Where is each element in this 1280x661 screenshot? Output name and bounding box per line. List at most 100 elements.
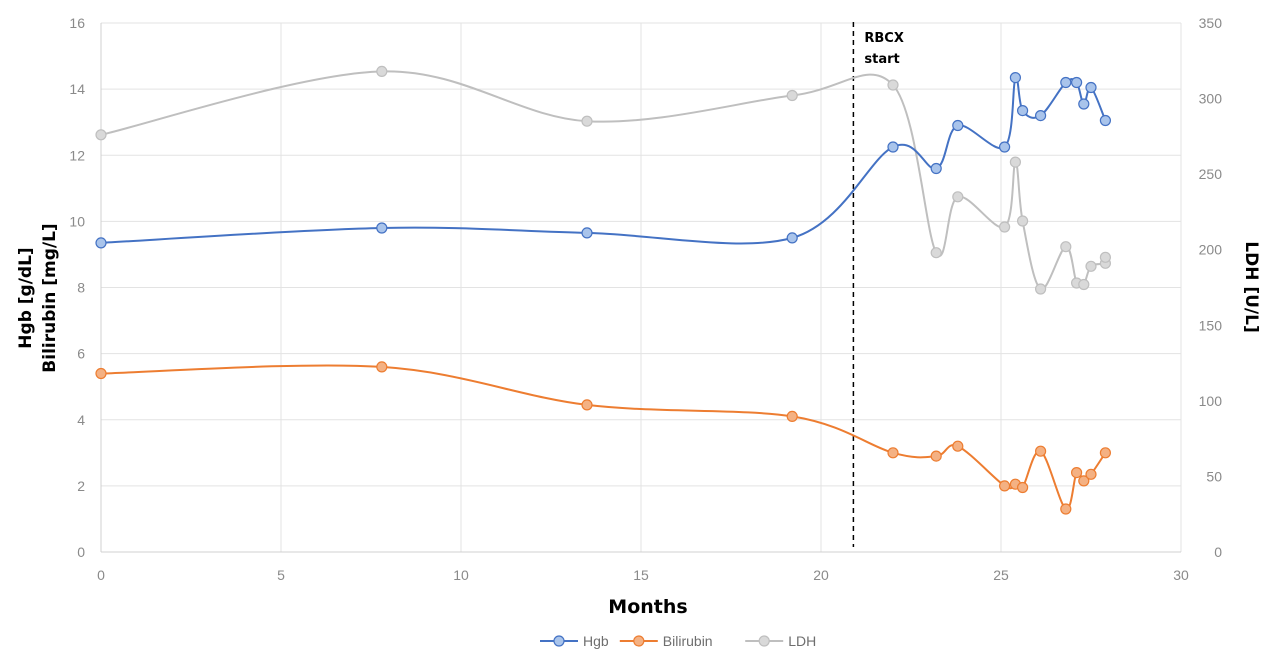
data-point-ldh [1099, 251, 1112, 263]
data-point-hgb [1078, 98, 1090, 110]
data-point-bilirubin [95, 367, 107, 380]
x-tick-label: 25 [993, 567, 1009, 583]
series-ldh [95, 65, 1112, 295]
x-tick-label: 5 [277, 567, 285, 583]
left-y-tick-label: 0 [77, 544, 85, 560]
legend-label-bilirubin: Bilirubin [663, 633, 713, 649]
data-point-ldh [952, 191, 964, 203]
left-y-tick-label: 4 [77, 412, 85, 428]
left-y-tick-labels: 0 2 4 6 8 10 12 14 16 [69, 15, 85, 560]
data-point-ldh [887, 79, 899, 91]
data-point-bilirubin [376, 361, 388, 373]
data-point-ldh [376, 65, 388, 78]
x-axis-title: Months [608, 596, 687, 618]
x-tick-labels: 0 5 10 15 20 25 30 [97, 567, 1189, 583]
legend-swatch-marker [553, 635, 565, 647]
data-point-ldh [1085, 260, 1097, 272]
data-point-bilirubin [998, 480, 1011, 492]
left-y-tick-label: 2 [77, 478, 85, 494]
data-point-ldh [1060, 241, 1072, 253]
data-point-hgb [1070, 76, 1083, 89]
data-point-hgb [998, 141, 1011, 153]
data-point-bilirubin [1085, 468, 1097, 480]
data-point-hgb [1085, 81, 1097, 94]
data-point-hgb [376, 222, 388, 234]
grid-lines [101, 22, 1182, 552]
right-y-axis-title: LDH [U/L] [1241, 241, 1261, 332]
left-y-tick-label: 14 [69, 81, 85, 97]
data-point-bilirubin [1060, 503, 1072, 515]
series-layer [95, 65, 1112, 515]
left-y-axis-title-hgb: Hgb [g/dL] [16, 247, 36, 348]
data-point-hgb [930, 162, 942, 175]
right-y-tick-label: 300 [1199, 91, 1223, 107]
left-y-tick-label: 6 [77, 346, 85, 362]
data-point-ldh [95, 129, 107, 141]
rbcx-label-line2: start [864, 52, 899, 67]
data-point-bilirubin [786, 410, 798, 422]
legend-item-bilirubin: Bilirubin [619, 633, 713, 649]
data-point-hgb [1034, 109, 1047, 122]
data-point-ldh [1034, 283, 1047, 295]
x-tick-label: 10 [453, 567, 469, 583]
left-y-axis-title: Hgb [g/dL] Bilirubin [mg/L] [16, 223, 60, 372]
right-y-tick-label: 350 [1199, 15, 1223, 31]
data-point-bilirubin [930, 450, 942, 462]
data-point-ldh [786, 89, 798, 102]
x-tick-label: 0 [97, 567, 105, 583]
series-bilirubin [95, 361, 1112, 515]
data-point-bilirubin [1099, 447, 1112, 459]
series-line-ldh [100, 70, 1108, 291]
right-y-tick-label: 50 [1206, 468, 1222, 484]
data-point-bilirubin [887, 447, 899, 459]
series-line-hgb [100, 76, 1107, 245]
legend-item-ldh: LDH [745, 633, 816, 649]
rbcx-label-line1: RBCX [864, 31, 903, 46]
data-point-hgb [1099, 114, 1112, 127]
data-point-bilirubin [581, 399, 593, 411]
left-y-tick-label: 8 [77, 280, 85, 296]
series-line-bilirubin [100, 364, 1107, 511]
right-y-tick-label: 0 [1214, 544, 1222, 560]
left-y-axis-title-bilirubin: Bilirubin [mg/L] [40, 223, 60, 372]
legend-swatch-marker [758, 635, 770, 647]
series-hgb [95, 71, 1112, 249]
data-point-hgb [887, 141, 899, 153]
data-point-hgb [95, 237, 107, 249]
axes [100, 23, 1181, 553]
data-point-hgb [952, 119, 964, 132]
legend-swatch-marker [633, 635, 645, 647]
right-y-axis-title-ldh: LDH [U/L] [1241, 241, 1261, 332]
left-y-tick-label: 16 [69, 15, 85, 31]
data-point-bilirubin [1078, 475, 1090, 487]
data-point-bilirubin [1034, 445, 1047, 457]
data-point-hgb [1009, 71, 1022, 84]
rbcx-annotation: RBCX start [852, 22, 904, 547]
data-point-ldh [1078, 278, 1090, 291]
data-point-bilirubin [1016, 481, 1029, 494]
right-y-tick-label: 150 [1199, 317, 1223, 333]
left-y-tick-label: 10 [69, 213, 85, 229]
right-y-tick-label: 100 [1199, 393, 1223, 409]
legend-label-hgb: Hgb [583, 633, 609, 649]
right-y-tick-label: 200 [1199, 242, 1223, 258]
right-y-tick-labels: 0 50 100 150 200 250 300 350 [1199, 15, 1223, 560]
data-point-bilirubin [952, 440, 964, 452]
data-point-ldh [930, 247, 942, 259]
data-point-ldh [581, 115, 593, 127]
data-point-hgb [1060, 76, 1072, 89]
data-point-ldh [1009, 156, 1022, 168]
data-point-ldh [998, 221, 1011, 233]
data-point-hgb [581, 227, 593, 239]
legend-label-ldh: LDH [788, 633, 816, 649]
data-point-hgb [786, 232, 798, 244]
legend-item-hgb: Hgb [540, 633, 609, 649]
x-tick-label: 15 [633, 567, 649, 583]
x-tick-label: 20 [813, 567, 829, 583]
left-y-tick-label: 12 [69, 147, 85, 163]
data-point-bilirubin [1070, 467, 1083, 479]
data-point-hgb [1016, 104, 1029, 117]
data-point-ldh [1016, 215, 1029, 227]
x-tick-label: 30 [1173, 567, 1189, 583]
right-y-tick-label: 250 [1199, 166, 1223, 182]
